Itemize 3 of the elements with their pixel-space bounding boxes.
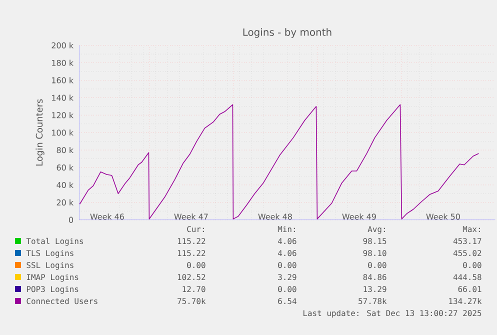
y-axis-title: Login Counters <box>36 99 44 166</box>
line-series <box>79 104 480 220</box>
chart-title: Logins - by month <box>243 28 332 38</box>
